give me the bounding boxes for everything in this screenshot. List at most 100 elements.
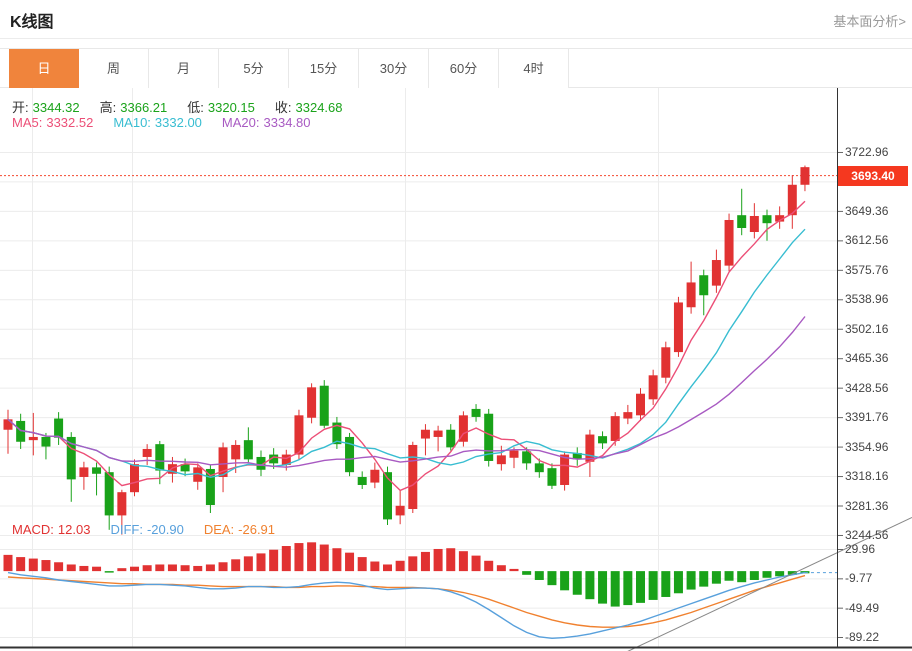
candle-body [193,467,203,482]
macd-bar [294,543,304,572]
y-axis-label: 3722.96 [845,144,889,159]
y-axis-label: 3281.36 [845,498,889,513]
tab-4时[interactable]: 4时 [499,49,569,88]
fundamental-analysis-link[interactable]: 基本面分析> [833,14,906,29]
y-axis-label: -9.77 [845,571,873,586]
tab-5分[interactable]: 5分 [219,49,289,88]
macd-bar [433,548,443,572]
candle-body [16,420,26,442]
y-axis-label: 29.96 [845,542,876,556]
tab-30分[interactable]: 30分 [359,49,429,88]
info-label: 开: [12,100,29,115]
macd-bar [167,564,177,572]
chart-area: 3722.963686.163649.363612.563575.763538.… [0,88,912,651]
y-axis-label: -89.22 [845,630,880,644]
candle-body [572,452,582,460]
candle-body [749,215,759,233]
macd-bar [130,566,139,572]
candle-body [560,454,570,485]
macd-bar [534,571,544,580]
candle-body [547,468,557,486]
info-value: 3332.52 [46,115,94,130]
candle-body [231,444,241,460]
y-axis-label: 3465.36 [845,351,889,366]
macd-bar [28,558,38,572]
y-axis-label: 3538.96 [845,292,889,307]
macd-bar [496,565,506,572]
macd-bar [104,571,114,573]
candle-body [509,450,519,458]
macd-bar [446,548,456,572]
candle-body [673,302,683,353]
candle-body [155,444,165,471]
candle-body [648,375,658,400]
candle-body [471,408,481,417]
candle-body [243,440,253,460]
tab-月[interactable]: 月 [149,49,219,88]
candle-body [534,463,544,473]
candle-body [762,215,772,224]
candle-body [130,464,139,493]
macd-bar [243,556,253,572]
info-value: -20.90 [146,522,184,537]
info-label: MA10: [113,115,151,130]
info-label: DEA: [203,522,235,537]
macd-bar [345,552,355,572]
tab-60分[interactable]: 60分 [429,49,499,88]
macd-bar [648,571,658,600]
candle-body [370,469,380,483]
macd-bar [231,559,241,572]
macd-bar [522,571,532,575]
info-value: 3344.32 [32,100,80,115]
info-value: 3366.21 [120,100,168,115]
macd-bar [711,571,721,584]
macd-bar [218,562,228,572]
macd-bar [180,565,190,572]
info-value: -26.91 [238,522,276,537]
macd-bar [484,560,494,572]
candle-body [724,219,734,266]
candle-body [79,467,89,477]
macd-bar [79,565,89,572]
chart-canvas[interactable] [0,88,912,651]
candle-body [711,260,721,286]
tab-周[interactable]: 周 [79,49,149,88]
macd-bar [661,571,671,597]
macd-bar [560,571,570,591]
ma20-line [7,316,806,468]
macd-bar [3,554,13,572]
macd-bar [598,571,608,604]
candle-body [636,393,645,416]
candle-body [167,464,177,474]
info-label: MA20: [221,115,260,130]
y-axis-label: 3649.36 [845,203,889,218]
candle-body [800,167,810,185]
macd-bar [547,571,557,586]
macd-bar [509,568,519,572]
tab-日[interactable]: 日 [9,49,79,88]
info-value: 3332.00 [154,115,202,130]
candle-body [281,454,291,465]
y-axis-label: 3318.16 [845,469,889,484]
macd-bar [585,571,595,600]
diff-line [7,571,806,640]
macd-bar [775,571,785,577]
info-label: 收: [274,100,292,115]
candle-body [496,455,506,465]
candle-body [787,184,797,216]
candle-body [256,456,266,470]
info-value: 3320.15 [207,100,255,115]
current-price-tag: 3693.40 [838,165,908,186]
ohlc-row: 开: 3344.32 高: 3366.21 低: 3320.15 收: 3324.68 [12,97,363,116]
candle-body [345,436,355,473]
candle-body [269,454,279,464]
page-title: K线图 [10,14,54,31]
tab-15分[interactable]: 15分 [289,49,359,88]
macd-bar [383,564,392,572]
candle-body [484,413,494,461]
y-axis-label: 3391.76 [845,410,889,425]
candle-body [686,282,696,308]
candle-body [205,468,215,505]
candle-body [661,347,671,378]
candle-body [383,472,392,520]
